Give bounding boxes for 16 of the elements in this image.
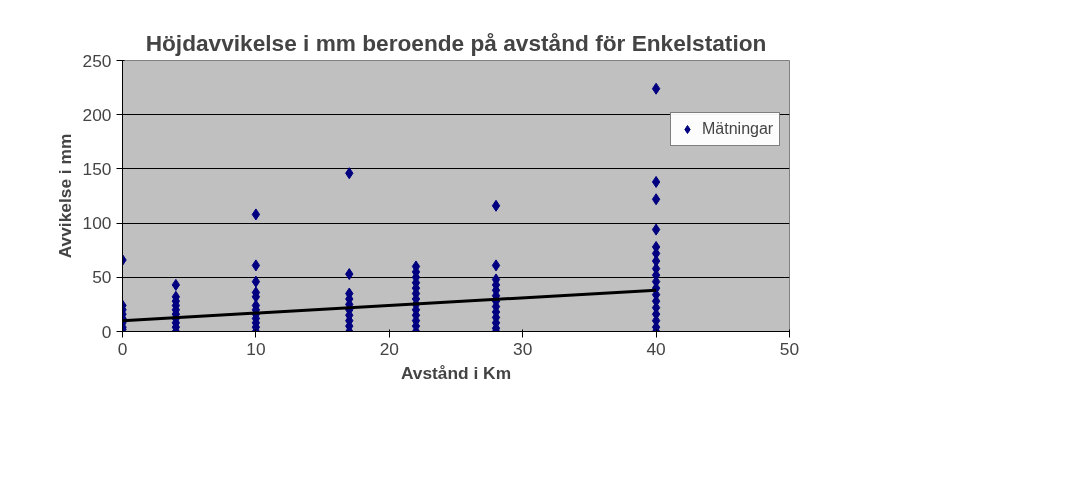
x-tick-label: 0 [117, 338, 128, 359]
y-axis-title: Avvikelse i mm [54, 133, 75, 259]
x-tick-label: 40 [646, 338, 666, 359]
x-tick-label: 20 [379, 338, 399, 359]
legend-label: Mätningar [702, 120, 774, 138]
x-tick-label: 10 [246, 338, 266, 359]
y-tick-label: 150 [82, 158, 112, 179]
y-tick-label: 50 [92, 267, 112, 288]
x-tick-label: 50 [779, 338, 800, 359]
y-tick-label: 100 [82, 213, 112, 234]
y-tick-label: 200 [82, 104, 112, 125]
y-tick-label: 0 [101, 321, 112, 342]
x-axis-title: Avstånd i Km [400, 362, 512, 383]
x-tick-label: 30 [513, 338, 533, 359]
chart-title: Höjdavvikelse i mm beroende på avstånd för Enkelstation [145, 29, 767, 56]
y-tick-label: 250 [82, 50, 112, 71]
